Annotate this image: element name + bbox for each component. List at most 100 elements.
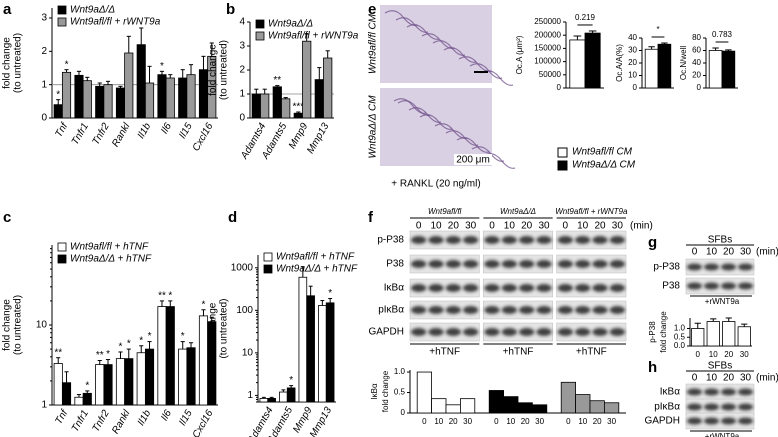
blot-band (445, 260, 461, 268)
blot-band (592, 284, 608, 292)
time-label: 20 (594, 221, 606, 232)
y-axis-label: p-P38 (648, 321, 657, 343)
blot-band (501, 328, 517, 336)
blot-row-label: GAPDH (368, 327, 404, 338)
bar (61, 382, 72, 406)
y-tick-label: 40 (692, 58, 701, 67)
time-unit: (min) (756, 373, 778, 384)
blot-band (445, 236, 461, 244)
y-tick-label: 100000 (534, 57, 561, 66)
x-tick-label: 0 (494, 417, 499, 426)
bar (298, 276, 308, 403)
significance: ** (96, 350, 104, 361)
bar (61, 71, 72, 119)
x-tick-label: 10 (434, 417, 443, 426)
cell-outline (480, 70, 514, 86)
blot-band (411, 236, 427, 244)
blot-band (411, 306, 427, 314)
blot-band (428, 284, 444, 292)
significance: * (289, 375, 293, 386)
legend-label: Wnt9aΔ/Δ (70, 5, 115, 16)
blot-band (704, 263, 719, 271)
blot-band (687, 403, 702, 411)
x-tick-label: 20 (521, 417, 530, 426)
time-label: 10 (706, 247, 718, 258)
legend-label: Wnt9afl/fl + hTNF (276, 252, 355, 263)
bar (517, 402, 533, 414)
time-label: 20 (521, 221, 533, 232)
y-tick-label: 10 (628, 71, 637, 80)
significance: * (328, 288, 332, 299)
y-tick-label: 1 (247, 390, 253, 401)
y-tick-label: 20 (692, 71, 701, 80)
x-tick-label: Tnf (54, 120, 71, 139)
blot-band (501, 260, 517, 268)
blot-row-label: p-P38 (377, 235, 404, 246)
significance: * (56, 89, 60, 100)
blot-band (501, 306, 517, 314)
bar (124, 52, 134, 119)
blot-band (738, 417, 753, 425)
y-tick-label: 1 (41, 400, 47, 411)
blot-band (609, 328, 625, 336)
legend-label: Wnt9afl/fl CM (572, 147, 633, 158)
bar (74, 396, 84, 406)
blot-band (501, 284, 517, 292)
significance: ** (158, 291, 166, 302)
blot-strip (556, 278, 627, 298)
y-axis-label: IκBα (370, 383, 379, 400)
blot-band (484, 328, 500, 336)
blot-band (557, 236, 573, 244)
blot-band (428, 260, 444, 268)
significance: * (139, 335, 143, 346)
y-axis-label: fold change (659, 311, 668, 353)
bar (186, 347, 196, 406)
cell-outline (419, 114, 453, 130)
group-label: Wnt9afl/fl + rWNT9a (555, 207, 628, 216)
treatment-label: +rWNT9a (705, 297, 740, 306)
time-unit: (min) (630, 221, 653, 232)
x-tick-label: 10 (578, 417, 587, 426)
y-axis-label: (to untreated) (13, 33, 24, 93)
bar (95, 85, 105, 119)
legend-label: Wnt9aΔ/Δ + hTNF (276, 264, 358, 275)
bar (103, 84, 113, 119)
y-tick-label: 0.5 (674, 332, 686, 341)
bar (259, 398, 269, 403)
bar (691, 328, 705, 347)
bar (124, 358, 134, 406)
blot-band (575, 260, 591, 268)
y-tick-label: 80 (692, 33, 701, 42)
blot-band (557, 306, 573, 314)
y-axis-label: fold change (381, 370, 390, 412)
bar (198, 69, 209, 119)
bar (267, 398, 276, 403)
x-tick-label: 0 (566, 417, 571, 426)
blot-band (609, 284, 625, 292)
bar (53, 104, 63, 119)
y-tick-label: 4 (239, 17, 245, 28)
blot-band (484, 260, 500, 268)
time-label: 0 (416, 221, 422, 232)
x-tick-label: 30 (740, 350, 749, 359)
x-tick-label: 30 (535, 417, 544, 426)
scale-label-bg (454, 154, 492, 165)
blot-band (609, 236, 625, 244)
bar (144, 82, 155, 119)
x-tick-label: Tnfr2 (91, 408, 112, 434)
bar (136, 352, 146, 406)
x-tick-label: 20 (449, 417, 458, 426)
blot-strip (483, 322, 553, 342)
bar (737, 326, 751, 347)
time-label: 0 (692, 373, 698, 384)
group-label: Wnt9aΔ/Δ (500, 207, 536, 216)
blot-band (721, 417, 736, 425)
blot-strip (685, 258, 755, 276)
bar (165, 77, 175, 119)
blot-band (445, 306, 461, 314)
bar (178, 348, 188, 406)
blot-band (536, 306, 552, 314)
y-tick-label: 2 (41, 46, 47, 57)
blot-row-label: P38 (386, 259, 404, 270)
bar (103, 364, 113, 406)
